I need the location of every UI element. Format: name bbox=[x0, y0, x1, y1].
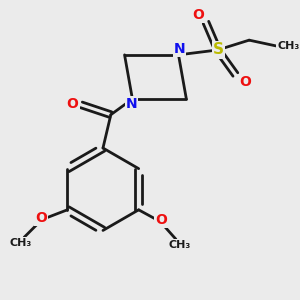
Text: O: O bbox=[239, 75, 251, 89]
Text: S: S bbox=[213, 43, 224, 58]
Text: O: O bbox=[155, 213, 167, 226]
Text: CH₃: CH₃ bbox=[169, 240, 191, 250]
Text: CH₃: CH₃ bbox=[9, 238, 32, 248]
Text: O: O bbox=[192, 8, 204, 22]
Text: O: O bbox=[35, 211, 47, 225]
Text: O: O bbox=[67, 97, 79, 111]
Text: N: N bbox=[174, 42, 185, 56]
Text: CH₃: CH₃ bbox=[277, 41, 299, 51]
Text: N: N bbox=[126, 97, 137, 111]
